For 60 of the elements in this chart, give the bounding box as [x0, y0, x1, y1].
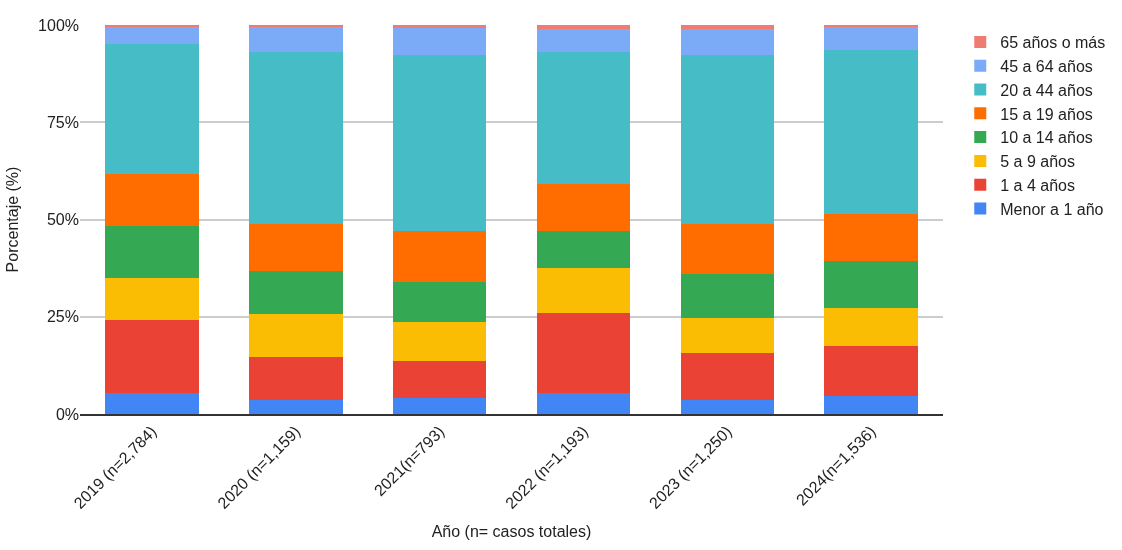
bar [249, 400, 343, 414]
bar [105, 278, 199, 320]
bar [392, 25, 487, 28]
bar [824, 307, 918, 346]
legend-label: 65 años o más [1000, 34, 1106, 52]
legend-label: 10 a 14 años [1000, 129, 1093, 147]
bar [105, 43, 199, 174]
x-axis-title: Año (n= casos totales) [431, 522, 592, 540]
bar [249, 271, 343, 315]
legend-label: 5 a 9 años [1000, 153, 1075, 171]
bar [680, 224, 774, 275]
bar [392, 321, 487, 362]
bar [392, 398, 487, 414]
bar [392, 55, 487, 232]
y-tick-label: 50% [46, 211, 79, 229]
legend-label: 45 a 64 años [1000, 57, 1093, 75]
bar [536, 25, 631, 30]
bar [249, 26, 343, 53]
legend-label: 15 a 19 años [1000, 105, 1093, 123]
bar [392, 361, 487, 399]
legend-label: 20 a 44 años [1000, 81, 1093, 99]
bar [105, 226, 199, 279]
bar [536, 313, 631, 394]
y-axis-title: Porcentaje (%) [3, 166, 21, 273]
bar [824, 213, 918, 261]
legend-label: 1 a 4 años [1000, 176, 1075, 194]
bar [680, 29, 774, 56]
bar [392, 282, 487, 322]
bar [536, 231, 631, 269]
bar [249, 52, 343, 225]
bar [680, 318, 774, 353]
bar [824, 49, 918, 214]
y-tick-label: 0% [55, 405, 79, 423]
bar [105, 26, 199, 44]
bar [249, 224, 343, 272]
bar [105, 173, 199, 227]
bar [824, 345, 918, 397]
bar [824, 260, 918, 308]
bar [536, 29, 631, 53]
bar [536, 393, 631, 414]
y-tick-label: 25% [46, 308, 79, 326]
bar [680, 274, 774, 319]
bar [824, 26, 918, 50]
bar [392, 231, 487, 283]
bar [536, 52, 631, 184]
bar [105, 393, 199, 414]
bar [105, 319, 199, 394]
bar [680, 25, 774, 30]
bar [249, 314, 343, 357]
bar [680, 400, 774, 414]
y-tick-label: 75% [46, 113, 79, 131]
bar [680, 55, 774, 225]
bar [824, 396, 918, 414]
bar [536, 268, 631, 314]
bar [392, 27, 487, 56]
y-tick-label: 100% [38, 16, 79, 34]
legend-label: Menor a 1 año [1000, 200, 1104, 218]
bar [249, 356, 343, 400]
bar [680, 352, 774, 400]
bar [536, 183, 631, 232]
